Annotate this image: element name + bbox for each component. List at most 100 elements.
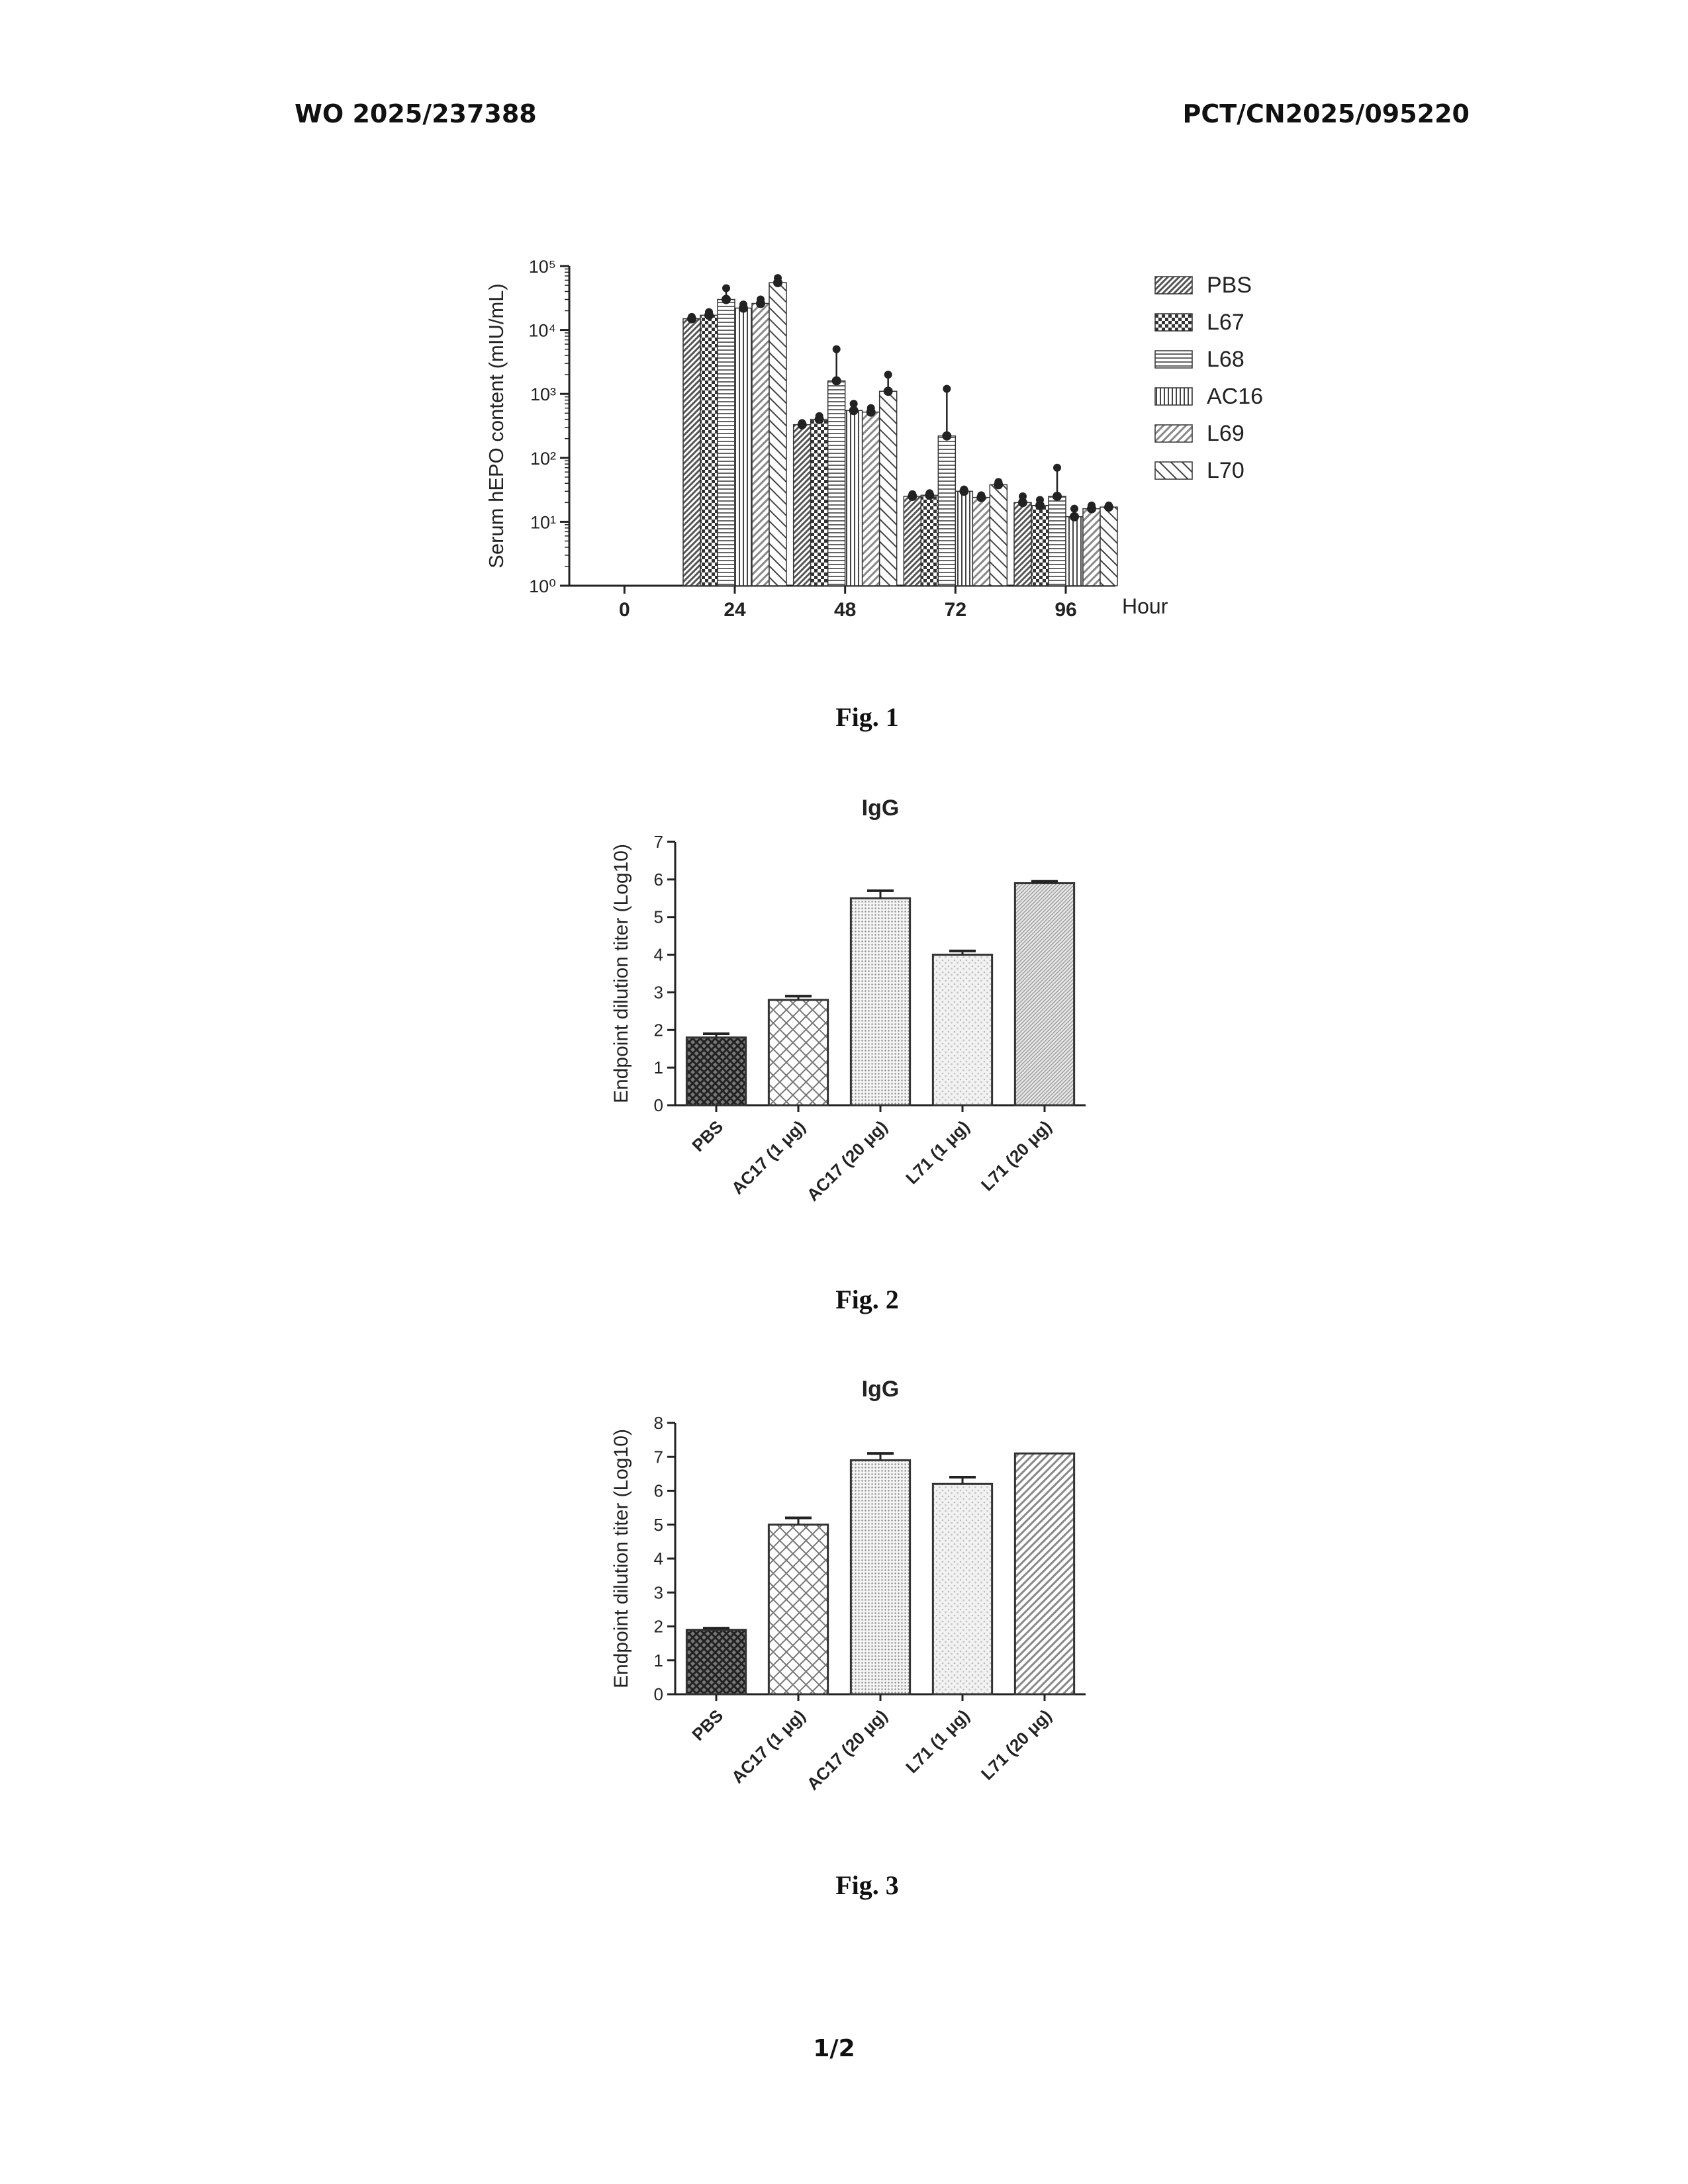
data-point: [849, 406, 859, 416]
data-point: [688, 312, 696, 321]
data-point: [1053, 463, 1061, 472]
data-point: [925, 489, 934, 498]
figure-1-caption: Fig. 1: [835, 702, 899, 732]
page-number: 1/2: [813, 2035, 855, 2062]
bar: [989, 484, 1008, 586]
data-point: [943, 385, 951, 393]
data-point: [722, 295, 731, 304]
data-point: [942, 431, 952, 441]
legend-label: L68: [1207, 347, 1244, 372]
x-tick-label: 48: [834, 599, 856, 621]
legend-label: L70: [1207, 458, 1244, 483]
x-tick-label: 72: [945, 599, 966, 621]
y-tick-label: 10¹: [530, 512, 556, 532]
y-tick-label: 0: [654, 1095, 663, 1115]
y-tick-label: 5: [654, 907, 663, 927]
chart-title: IgG: [862, 1377, 900, 1402]
application-number: PCT/CN2025/095220: [1182, 99, 1470, 128]
data-point: [1070, 504, 1078, 513]
data-point: [1035, 500, 1045, 510]
figure-3-caption: Fig. 3: [835, 1870, 899, 1900]
figure-2-chart: IgG 0 1 2 3 4 5 6 7 Endpoint dilution titer (Log1…: [610, 796, 1086, 1205]
bar: [931, 1482, 994, 1696]
data-point: [1019, 492, 1027, 500]
legend-swatch: [1154, 387, 1193, 406]
y-tick-label: 7: [654, 832, 663, 852]
data-point: [994, 478, 1003, 486]
data-point: [1105, 501, 1113, 510]
bar: [1013, 1452, 1076, 1696]
x-axis-label: Hour: [1122, 594, 1168, 618]
legend-swatch: [1154, 313, 1193, 332]
figure-1-chart: 10⁰ 10¹ 10² 10³ 10⁴ 10⁵ 0 24 48 72 96 Hour Serum hEP…: [485, 257, 1263, 621]
bar: [769, 282, 787, 586]
data-point: [722, 284, 730, 293]
y-tick-label: 2: [654, 1020, 663, 1040]
y-tick-label: 2: [654, 1617, 663, 1637]
y-axis-label: Endpoint dilution titer (Log10): [610, 1429, 632, 1688]
bar: [751, 302, 770, 586]
y-tick-label: 10⁰: [529, 576, 556, 596]
data-point: [815, 412, 823, 420]
y-tick-label: 3: [654, 1582, 663, 1602]
bar: [1100, 506, 1118, 586]
data-point: [757, 295, 765, 304]
y-tick-label: 7: [654, 1447, 663, 1467]
bar: [827, 380, 846, 586]
data-point: [849, 400, 858, 408]
data-point: [1088, 501, 1096, 510]
bar: [903, 496, 922, 586]
bar: [685, 1629, 747, 1696]
y-tick-label: 10²: [530, 449, 556, 469]
bar: [717, 298, 735, 586]
bar: [767, 999, 829, 1107]
bar: [937, 435, 957, 586]
y-tick-label: 1: [654, 1651, 663, 1670]
x-tick-label: 0: [619, 599, 630, 621]
y-tick-label: 5: [654, 1515, 663, 1535]
y-tick-label: 10³: [530, 385, 556, 404]
y-tick-label: 1: [654, 1058, 663, 1077]
data-point: [798, 419, 806, 428]
chart-title: IgG: [862, 796, 900, 821]
x-tick-label: AC17 (20 μg): [803, 1706, 892, 1794]
legend-swatch: [1154, 276, 1193, 295]
legend-swatch: [1154, 350, 1193, 369]
data-point: [960, 485, 968, 494]
y-tick-label: 6: [654, 1481, 663, 1501]
data-point: [739, 300, 747, 309]
legend-swatch: [1154, 424, 1193, 443]
data-point: [1053, 491, 1062, 501]
y-tick-label: 6: [654, 870, 663, 889]
bar: [1013, 882, 1076, 1107]
figure-2-caption: Fig. 2: [835, 1285, 899, 1314]
y-axis-label: Endpoint dilution titer (Log10): [610, 844, 632, 1103]
x-tick-label: 24: [724, 599, 746, 621]
data-point: [832, 345, 841, 353]
x-tick-label: PBS: [688, 1706, 727, 1745]
y-axis-label: Serum hEPO content (mIU/mL): [485, 283, 508, 569]
data-point: [831, 376, 841, 386]
y-tick-label: 4: [654, 1549, 663, 1569]
bar: [931, 954, 994, 1107]
legend-label: PBS: [1207, 273, 1252, 298]
legend-label: L67: [1207, 310, 1244, 335]
data-point: [1018, 498, 1027, 508]
bar: [849, 1459, 912, 1696]
x-tick-label: 96: [1055, 599, 1076, 621]
data-point: [908, 490, 917, 498]
y-tick-label: 3: [654, 982, 663, 1002]
x-tick-label: AC17 (1 μg): [727, 1706, 809, 1787]
bar: [955, 490, 974, 586]
data-point: [883, 387, 893, 396]
data-point: [1036, 496, 1044, 504]
legend-label: AC16: [1207, 384, 1263, 409]
bar: [1065, 516, 1084, 586]
y-tick-label: 8: [654, 1413, 663, 1433]
data-point: [1070, 512, 1079, 522]
y-tick-label: 10⁴: [528, 321, 556, 341]
x-tick-label: L71 (1 μg): [902, 1706, 973, 1777]
data-point: [774, 274, 782, 283]
data-point: [705, 308, 713, 316]
bar: [1013, 502, 1032, 586]
